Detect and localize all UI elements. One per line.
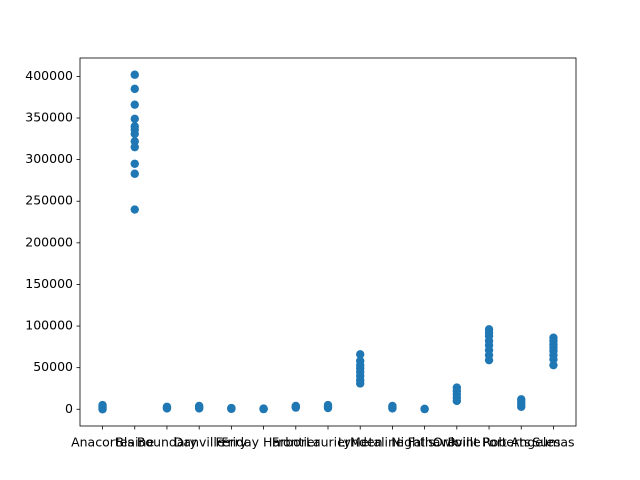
x-tick-label: Sumas	[532, 435, 574, 450]
y-tick-label: 150000	[25, 276, 73, 291]
point	[484, 355, 494, 365]
point	[130, 100, 139, 109]
point	[130, 169, 139, 178]
point	[356, 379, 365, 388]
x-tick-label: Ferry	[216, 435, 248, 450]
x-tick-label: Frontier	[272, 435, 321, 450]
y-tick-label: 300000	[25, 151, 73, 166]
point	[356, 350, 365, 359]
x-tick-label: Laurier	[306, 435, 351, 450]
y-tick-label: 100000	[25, 318, 73, 333]
y-tick-label: 50000	[33, 359, 73, 374]
point	[98, 400, 107, 410]
y-tick-label: 250000	[25, 193, 73, 208]
y-tick-label: 200000	[25, 234, 73, 249]
point	[130, 129, 139, 139]
point	[130, 84, 139, 94]
point	[452, 396, 462, 406]
point	[259, 404, 268, 413]
point	[388, 401, 397, 411]
y-tick-label: 400000	[25, 68, 73, 83]
point	[130, 114, 139, 124]
x-tick-label: Anacortes	[71, 435, 134, 450]
point	[227, 403, 236, 413]
x-tick-label: Friday Harbor	[221, 435, 307, 450]
x-tick-label: Boundary	[137, 435, 198, 450]
x-tick-label: Point Roberts	[448, 435, 531, 450]
x-tick-label: Nighthawk	[391, 435, 458, 450]
point	[130, 159, 139, 168]
point	[517, 402, 526, 411]
x-tick-label: Danville	[174, 435, 225, 450]
x-tick-label: Oroville	[433, 435, 481, 450]
point	[291, 401, 300, 411]
x-tick-label: Blaine	[115, 435, 154, 450]
x-tick-label: Port Angeles	[482, 435, 561, 450]
y-tick-label: 0	[65, 401, 73, 416]
point	[130, 137, 139, 146]
point	[549, 360, 558, 370]
point	[130, 142, 139, 152]
point	[130, 205, 139, 214]
point	[130, 70, 139, 79]
point	[420, 404, 429, 414]
y-tick-label: 350000	[25, 110, 73, 125]
point	[323, 400, 333, 410]
point	[194, 401, 204, 411]
point	[549, 355, 558, 364]
point	[162, 402, 172, 411]
x-tick-label: Lynden	[338, 435, 383, 450]
x-tick-label: Metaline Falls	[350, 435, 435, 450]
